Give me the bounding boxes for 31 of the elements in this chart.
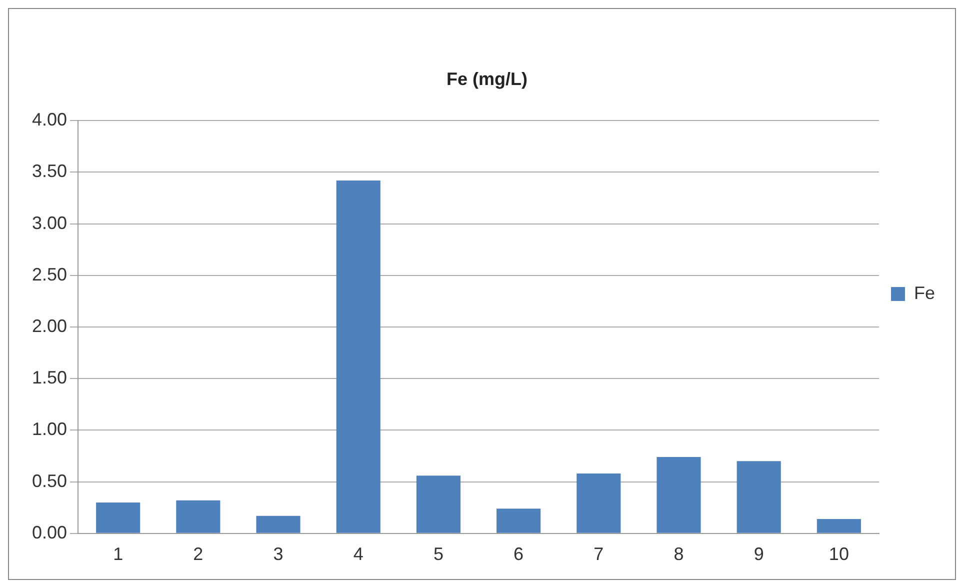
bar bbox=[176, 500, 220, 533]
chart-title: Fe (mg/L) bbox=[446, 68, 528, 89]
y-tick-label: 4.00 bbox=[32, 110, 68, 130]
y-tick-label: 0.50 bbox=[32, 470, 68, 491]
x-tick-label: 7 bbox=[594, 544, 604, 564]
bar bbox=[816, 518, 861, 533]
x-tick-label: 9 bbox=[754, 544, 764, 564]
bar bbox=[96, 502, 140, 533]
bar bbox=[336, 180, 380, 533]
x-tick-label: 3 bbox=[273, 544, 284, 564]
x-tick-label: 8 bbox=[674, 544, 684, 564]
x-tick-label: 6 bbox=[514, 544, 524, 564]
x-tick-label: 1 bbox=[113, 544, 124, 564]
y-tick-label: 2.00 bbox=[32, 316, 68, 336]
x-tick-label: 5 bbox=[433, 544, 444, 564]
bar bbox=[656, 457, 701, 533]
y-tick-label: 3.00 bbox=[32, 212, 68, 233]
y-tick-label: 1.50 bbox=[32, 368, 68, 388]
y-tick-label: 2.50 bbox=[32, 264, 68, 284]
bar bbox=[416, 476, 460, 533]
x-tick-label: 2 bbox=[193, 544, 204, 564]
y-tick-label: 3.50 bbox=[32, 161, 68, 182]
x-tick-label: 4 bbox=[353, 544, 364, 564]
legend-label: Fe bbox=[914, 282, 936, 303]
bar bbox=[576, 474, 621, 533]
y-tick-label: 0.00 bbox=[32, 522, 68, 542]
x-tick-label: 10 bbox=[828, 544, 849, 564]
bar bbox=[736, 461, 781, 533]
bar bbox=[256, 516, 300, 533]
y-tick-label: 1.00 bbox=[32, 419, 68, 440]
bar bbox=[496, 508, 541, 533]
